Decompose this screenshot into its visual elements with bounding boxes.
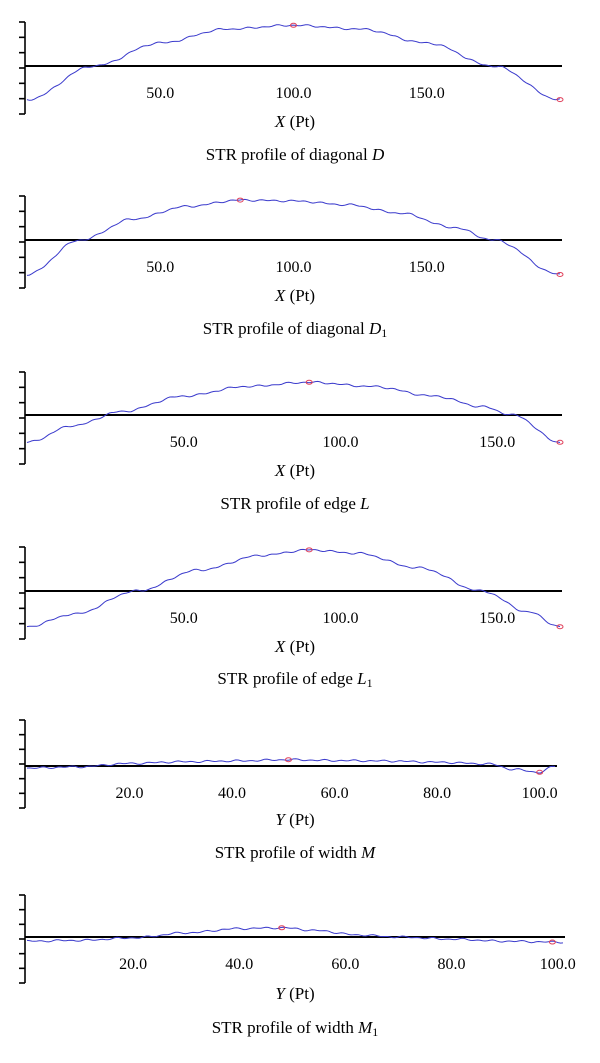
caption-text: STR profile of edge	[220, 494, 361, 513]
x-axis-unit: (Pt)	[285, 112, 316, 131]
chart-panel: 50.0 100.0 150.0 X (Pt) STR profile of diago…	[0, 12, 600, 182]
caption-text: STR profile of width	[214, 843, 362, 862]
chart-caption: STR profile of edge L	[0, 494, 590, 514]
caption-text: STR profile of width	[211, 1018, 359, 1037]
chart-caption: STR profile of diagonal D	[0, 145, 590, 165]
x-axis-variable: X	[274, 461, 286, 480]
chart-panel: 50.0 100.0 150.0 X (Pt) STR profile of diago…	[0, 186, 600, 356]
x-tick-label: 80.0	[423, 785, 451, 802]
x-tick-label: 40.0	[218, 785, 246, 802]
x-axis-variable: Y	[275, 810, 285, 829]
x-tick-label: 60.0	[331, 956, 359, 973]
x-tick-label: 50.0	[170, 610, 198, 627]
x-axis-variable: X	[274, 112, 286, 131]
series-line	[26, 198, 561, 276]
chart-panel: 50.0 100.0 150.0 X (Pt) STR profile of edge …	[0, 362, 600, 532]
series-line	[26, 926, 564, 944]
marker-point	[556, 439, 564, 445]
series-line	[26, 548, 561, 628]
x-axis-variable: X	[274, 286, 286, 305]
caption-text: STR profile of diagonal	[202, 319, 369, 338]
x-tick-label: 150.0	[409, 85, 445, 102]
x-axis-variable: X	[274, 637, 286, 656]
x-tick-label: 150.0	[479, 434, 515, 451]
chart-panel: 50.0 100.0 150.0 X (Pt) STR profile of edge …	[0, 537, 600, 707]
x-axis-label: Y (Pt)	[0, 984, 590, 1004]
x-axis-unit: (Pt)	[285, 286, 316, 305]
series-line	[26, 380, 561, 443]
x-axis-unit: (Pt)	[284, 810, 315, 829]
chart-svg: 50.0 100.0 150.0	[19, 371, 564, 465]
x-tick-label: 40.0	[225, 956, 253, 973]
caption-variable: L	[357, 669, 367, 688]
series-line	[26, 24, 561, 101]
x-axis-label: X (Pt)	[0, 112, 590, 132]
caption-variable: L	[360, 494, 370, 513]
caption-text: STR profile of edge	[217, 669, 358, 688]
x-axis-label: X (Pt)	[0, 637, 590, 657]
chart-caption: STR profile of width M1	[0, 1018, 590, 1040]
marker-point	[556, 271, 564, 277]
marker-point	[548, 939, 556, 945]
chart-caption: STR profile of width M	[0, 843, 590, 863]
x-tick-label: 50.0	[146, 85, 174, 102]
caption-variable: M	[361, 843, 376, 862]
x-axis-label: Y (Pt)	[0, 810, 590, 830]
x-tick-label: 50.0	[146, 259, 174, 276]
chart-svg: 50.0 100.0 150.0	[19, 195, 564, 289]
caption-variable: D	[371, 145, 385, 164]
x-tick-label: 50.0	[170, 434, 198, 451]
marker-point	[556, 97, 564, 103]
x-tick-label: 20.0	[116, 785, 144, 802]
x-tick-label: 80.0	[438, 956, 466, 973]
caption-subscript: 1	[372, 1025, 379, 1039]
x-tick-label: 100.0	[540, 956, 576, 973]
marker-point	[305, 379, 313, 385]
caption-text: STR profile of diagonal	[205, 145, 372, 164]
x-tick-label: 150.0	[479, 610, 515, 627]
x-tick-label: 150.0	[409, 259, 445, 276]
caption-variable: D	[368, 319, 382, 338]
marker-point	[305, 547, 313, 553]
x-tick-label: 60.0	[321, 785, 349, 802]
marker-point	[284, 757, 292, 763]
x-axis-unit: (Pt)	[285, 637, 316, 656]
chart-caption: STR profile of diagonal D1	[0, 319, 590, 341]
marker-point	[290, 22, 297, 28]
x-tick-label: 100.0	[276, 259, 312, 276]
chart-svg: 50.0 100.0 150.0	[19, 21, 564, 115]
x-axis-unit: (Pt)	[285, 461, 316, 480]
caption-variable: M	[358, 1018, 373, 1037]
x-axis-variable: Y	[275, 984, 285, 1003]
x-axis-unit: (Pt)	[284, 984, 315, 1003]
chart-svg: 20.0 40.0 60.0 80.0 100.0	[19, 894, 576, 984]
chart-svg: 20.0 40.0 60.0 80.0 100.0	[19, 719, 558, 809]
marker-point	[278, 925, 286, 931]
caption-subscript: 1	[366, 676, 373, 690]
x-tick-label: 100.0	[522, 785, 558, 802]
x-tick-label: 100.0	[276, 85, 312, 102]
chart-panel: 20.0 40.0 60.0 80.0 100.0 Y (Pt) STR profile o…	[0, 710, 600, 880]
x-tick-label: 20.0	[119, 956, 147, 973]
x-tick-label: 100.0	[323, 434, 359, 451]
chart-svg: 50.0 100.0 150.0	[19, 546, 564, 640]
caption-subscript: 1	[381, 326, 388, 340]
chart-caption: STR profile of edge L1	[0, 669, 590, 691]
x-axis-label: X (Pt)	[0, 461, 590, 481]
marker-point	[556, 624, 564, 630]
chart-panel: 20.0 40.0 60.0 80.0 100.0 Y (Pt) STR profile o…	[0, 885, 600, 1055]
marker-point	[236, 197, 244, 203]
x-tick-label: 100.0	[323, 610, 359, 627]
marker-point	[536, 769, 544, 775]
x-axis-label: X (Pt)	[0, 286, 590, 306]
